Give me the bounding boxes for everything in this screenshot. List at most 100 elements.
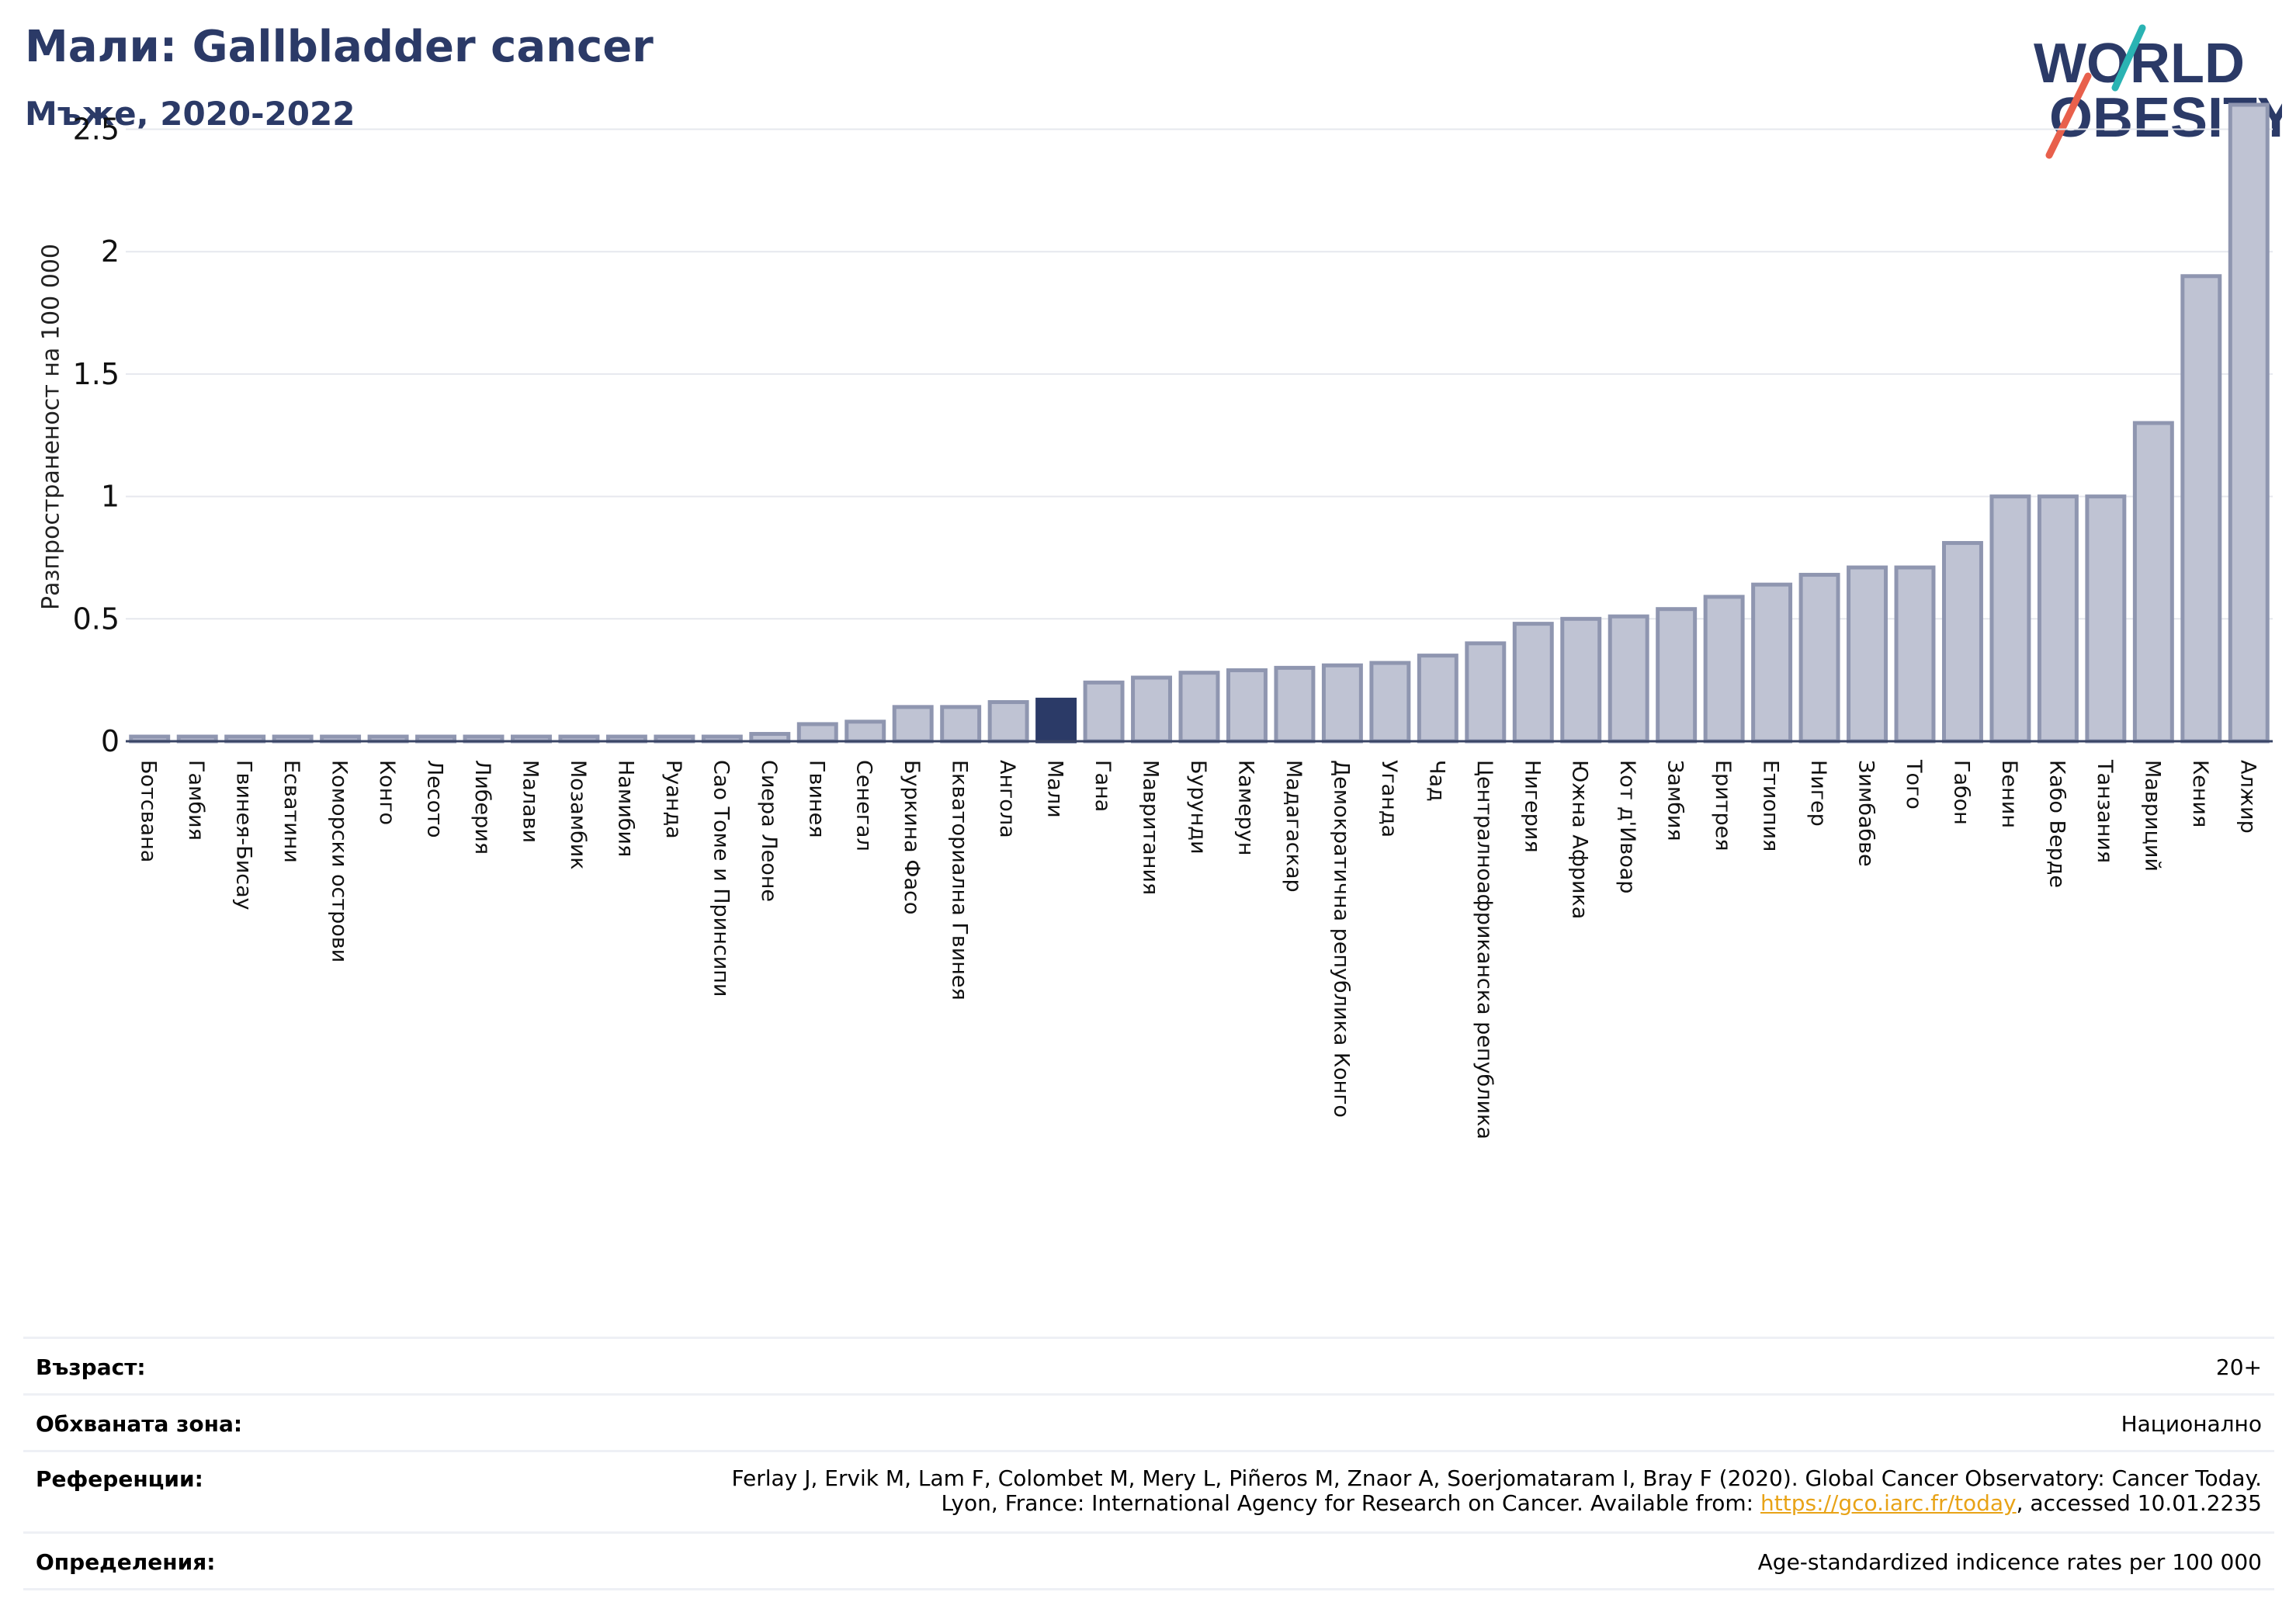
bar: [1083, 680, 1125, 744]
bar: [1751, 582, 1793, 744]
x-tick-label: Танзания: [2093, 759, 2117, 863]
bar: [1369, 661, 1411, 744]
references-label: Референции:: [36, 1466, 203, 1492]
x-tick-label: Габон: [1949, 760, 1973, 825]
y-tick-label: 0.5: [73, 602, 120, 636]
x-tick-label: Етиопия: [1759, 760, 1783, 851]
x-tick-label: Гвинея-Бисау: [232, 760, 256, 910]
x-tick-label: Малави: [518, 760, 542, 843]
y-tick-label: 2: [101, 234, 120, 269]
x-tick-label: Кения: [2188, 760, 2212, 827]
info-row-references: Референции: Ferlay J, Ervik M, Lam F, Co…: [23, 1450, 2274, 1531]
bar: [1274, 665, 1316, 744]
bar: [2180, 274, 2222, 744]
x-tick-label: Мадагаскар: [1282, 760, 1306, 893]
x-tick-label: Лесото: [423, 760, 447, 838]
bar: [892, 705, 934, 744]
bar: [1035, 697, 1077, 744]
definitions-value: Age-standardized indicence rates per 100…: [1757, 1549, 2262, 1575]
bar: [1989, 494, 2031, 744]
y-tick-label: 2.5: [73, 113, 120, 147]
x-tick-label: Зимбабве: [1854, 760, 1878, 867]
x-tick-label: Бурунди: [1186, 760, 1210, 855]
x-tick-label: Конго: [375, 760, 399, 825]
x-tick-label: Мавриций: [2140, 760, 2164, 872]
x-tick-label: Гвинея: [804, 760, 828, 838]
info-row-area: Обхваната зона: Национално: [23, 1393, 2274, 1450]
bar-chart: 0 0.5 1 1.5 2 2.5 Ботсвана Гамбия Гвинея-Бисау Ес…: [73, 102, 2273, 1139]
age-label: Възраст:: [36, 1354, 146, 1380]
bar: [845, 720, 886, 744]
age-value: 20+: [2215, 1354, 2262, 1380]
references-value: Ferlay J, Ervik M, Lam F, Colombet M, Me…: [731, 1466, 2262, 1516]
bar: [1703, 595, 1745, 744]
area-label: Обхваната зона:: [36, 1411, 243, 1437]
x-tick-label: Южна Африка: [1568, 760, 1592, 919]
definitions-label: Определения:: [36, 1549, 216, 1575]
x-tick-label: Бенин: [1997, 760, 2021, 828]
bar: [1321, 663, 1363, 744]
bar: [1512, 622, 1554, 744]
x-tick-label: Мали: [1043, 760, 1067, 818]
x-tick-label: Мавритания: [1139, 760, 1163, 895]
y-tick-label: 0: [101, 724, 120, 758]
x-tick-label: Уганда: [1377, 760, 1401, 838]
bar: [2037, 494, 2079, 744]
references-line-2-post: , accessed 10.01.2235: [2016, 1490, 2262, 1516]
world-obesity-logo: WORLD OBESITY: [2034, 24, 2282, 159]
bar: [1465, 641, 1507, 744]
gco-link[interactable]: https://gco.iarc.fr/today: [1760, 1490, 2017, 1516]
x-tick-label: Алжир: [2235, 760, 2260, 834]
info-table: Възраст: 20+ Обхваната зона: Национално …: [23, 1337, 2274, 1590]
bar: [1847, 565, 1888, 744]
bar: [987, 700, 1029, 744]
bar: [796, 722, 838, 744]
x-tick-label: Чад: [1424, 760, 1448, 802]
references-line-1: Ferlay J, Ervik M, Lam F, Colombet M, Me…: [731, 1465, 2262, 1491]
logo-slash-coral: [2045, 72, 2092, 159]
logo-slash-teal: [2111, 24, 2146, 92]
x-tick-label: Того: [1902, 759, 1926, 810]
bar: [2228, 102, 2270, 744]
bar: [1560, 616, 1602, 744]
x-tick-label: Сиера Леоне: [757, 760, 781, 902]
x-tick-label: Камерун: [1233, 760, 1257, 855]
x-tick-label: Кот д'Ивоар: [1615, 760, 1639, 893]
chart-title: Мали: Gallbladder cancer: [25, 22, 654, 72]
x-tick-label: Гамбия: [184, 760, 208, 841]
x-tick-label: Сенегал: [852, 760, 876, 851]
bar: [1656, 607, 1698, 744]
x-tick-label: Руанда: [661, 760, 685, 839]
x-tick-label: Коморски острови: [328, 760, 352, 962]
x-tick-label: Екваториална Гвинея: [948, 760, 972, 1001]
bar: [1178, 671, 1220, 744]
bar: [1226, 668, 1268, 744]
y-tick-label: 1: [101, 480, 120, 514]
x-tick-label: Буркина Фасо: [900, 760, 924, 914]
x-tick-label: Мозамбик: [566, 760, 590, 870]
info-row-age: Възраст: 20+: [23, 1337, 2274, 1393]
area-value: Национално: [2121, 1411, 2262, 1437]
x-tick-label: Гана: [1091, 760, 1115, 812]
x-tick-label: Кабо Верде: [2045, 760, 2069, 888]
x-tick-label: Централноафриканска република: [1472, 760, 1497, 1139]
y-tick-label: 1.5: [73, 357, 120, 391]
chart-subtitle: Мъже, 2020-2022: [25, 95, 355, 133]
bar: [1417, 654, 1458, 744]
x-tick-label: Замбия: [1663, 760, 1687, 841]
bar: [2085, 494, 2127, 744]
x-tick-label: Намибия: [613, 760, 637, 857]
x-tick-label: Ботсвана: [137, 760, 161, 862]
x-tick-label: Ангола: [995, 760, 1019, 838]
bar: [1894, 565, 1936, 744]
x-tick-label: Демократична република Конго: [1329, 760, 1353, 1118]
info-row-definitions: Определения: Age-standardized indicence …: [23, 1531, 2274, 1590]
x-tick-label: Нигер: [1806, 760, 1830, 827]
bar: [2132, 421, 2174, 744]
bar: [1798, 573, 1840, 744]
bar: [1608, 614, 1649, 744]
references-line-2-pre: Lyon, France: International Agency for R…: [941, 1490, 1760, 1516]
x-tick-label: Нигерия: [1520, 760, 1544, 853]
x-tick-label: Либерия: [470, 760, 494, 855]
x-tick-label: Сао Томе и Принсипи: [709, 760, 733, 997]
